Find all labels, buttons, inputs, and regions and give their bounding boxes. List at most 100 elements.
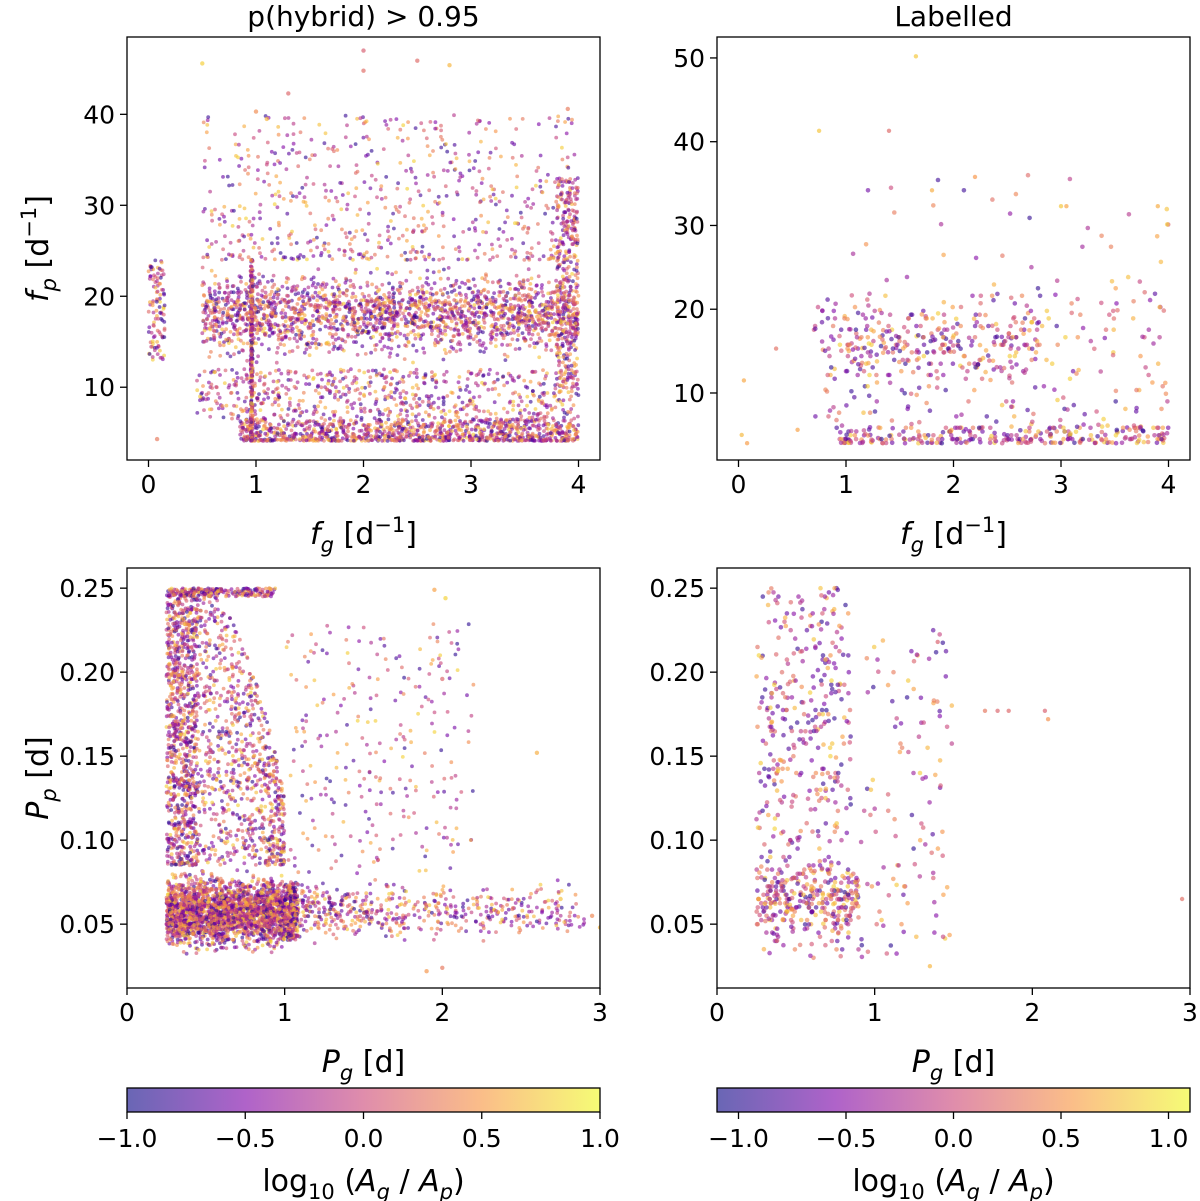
scatter-point (451, 334, 456, 339)
scatter-point (398, 204, 402, 209)
scatter-point (259, 326, 263, 331)
scatter-point (525, 385, 530, 390)
scatter-point (263, 417, 268, 421)
scatter-point (505, 238, 510, 242)
scatter-point (345, 322, 350, 326)
scatter-point (155, 345, 159, 350)
scatter-point (466, 278, 470, 283)
scatter-point (150, 303, 155, 308)
scatter-point (358, 116, 363, 121)
scatter-point (554, 124, 558, 129)
scatter-point (361, 298, 366, 302)
scatter-point (412, 439, 417, 443)
scatter-point (158, 348, 162, 353)
scatter-point (443, 328, 447, 333)
scatter-point (310, 319, 315, 323)
scatter-point (387, 333, 392, 338)
scatter-point (410, 385, 415, 390)
scatter-point (427, 153, 432, 158)
scatter-point (493, 129, 498, 134)
scatter-point (378, 339, 383, 344)
scatter-point (432, 281, 437, 286)
scatter-point (256, 337, 261, 341)
scatter-point (245, 323, 250, 327)
scatter-point (530, 187, 535, 192)
scatter-point (561, 355, 566, 359)
scatter-point (301, 435, 305, 439)
scatter-point (283, 315, 288, 319)
scatter-point (348, 242, 352, 246)
scatter-point (266, 318, 271, 323)
scatter-point (301, 398, 305, 403)
scatter-point (572, 338, 577, 343)
scatter-point (488, 332, 493, 337)
scatter-point (329, 318, 334, 322)
scatter-point (429, 332, 434, 337)
scatter-point (559, 320, 563, 325)
scatter-point (378, 332, 383, 337)
scatter-point (490, 429, 494, 434)
scatter-point (285, 324, 290, 329)
scatter-point (553, 405, 558, 410)
scatter-point (505, 410, 510, 415)
scatter-point (983, 312, 988, 318)
scatter-point (258, 202, 263, 207)
scatter-point (473, 248, 477, 253)
scatter-point (326, 242, 331, 246)
scatter-point (446, 295, 451, 299)
scatter-point (309, 303, 313, 307)
scatter-point (301, 390, 306, 395)
scatter-point (566, 116, 571, 121)
scatter-point (275, 431, 280, 435)
scatter-point (458, 388, 463, 392)
scatter-point (500, 333, 505, 338)
scatter-point (150, 300, 155, 305)
scatter-point (541, 293, 546, 298)
scatter-point (255, 372, 259, 377)
scatter-point (368, 322, 373, 326)
scatter-point (551, 205, 556, 210)
scatter-point (420, 244, 425, 249)
scatter-point (250, 278, 255, 282)
scatter-point (390, 326, 395, 331)
scatter-point (451, 424, 456, 429)
scatter-point (365, 427, 370, 432)
scatter-point (507, 282, 512, 286)
scatter-point (365, 238, 370, 243)
scatter-point (441, 396, 446, 400)
scatter-point (440, 213, 445, 218)
scatter-point (254, 341, 258, 346)
scatter-point (270, 285, 275, 289)
scatter-point (395, 428, 399, 433)
scatter-point (208, 189, 213, 194)
scatter-point (158, 296, 162, 301)
scatter-point (330, 285, 335, 290)
scatter-point (449, 284, 453, 288)
scatter-point (525, 230, 530, 235)
scatter-point (230, 416, 234, 421)
scatter-point (318, 327, 322, 332)
scatter-point (453, 428, 458, 433)
scatter-point (402, 333, 407, 338)
scatter-point (302, 195, 307, 200)
scatter-point (300, 304, 304, 309)
scatter-point (526, 227, 531, 231)
scatter-point (286, 300, 290, 305)
scatter-point (569, 199, 574, 204)
scatter-point (487, 121, 492, 125)
scatter-point (217, 290, 222, 295)
scatter-point (273, 305, 278, 310)
scatter-point (497, 293, 502, 298)
scatter-point (386, 417, 391, 422)
scatter-point (575, 191, 579, 196)
scatter-point (538, 153, 543, 158)
scatter-point (505, 380, 510, 385)
scatter-point (471, 337, 476, 342)
scatter-point (457, 178, 461, 183)
scatter-point (452, 288, 457, 293)
scatter-point (235, 416, 240, 421)
scatter-point (494, 202, 498, 207)
scatter-point (224, 403, 229, 408)
scatter-point (501, 289, 506, 294)
scatter-point (241, 379, 246, 384)
